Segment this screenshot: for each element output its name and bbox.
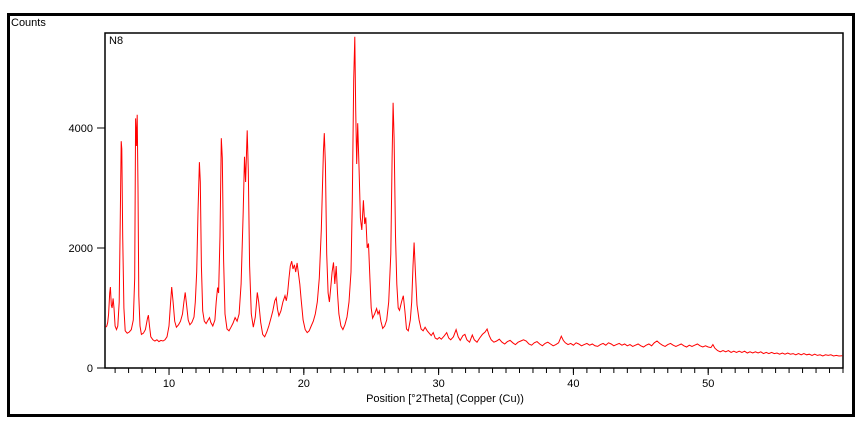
x-axis-title: Position [°2Theta] (Copper (Cu))	[366, 393, 524, 405]
y-tick-label: 0	[87, 363, 93, 375]
x-tick-label: 30	[432, 378, 444, 390]
x-tick-label: 50	[702, 378, 714, 390]
x-tick-label: 10	[163, 378, 175, 390]
scan-name-label: N8	[109, 35, 124, 47]
y-axis-title: Counts	[11, 17, 46, 29]
y-tick-label: 2000	[69, 243, 93, 255]
plot-border	[104, 32, 844, 369]
x-tick-label: 20	[298, 378, 310, 390]
chart-outer-frame	[7, 13, 855, 417]
x-tick-label: 40	[567, 378, 579, 390]
y-tick-label: 4000	[69, 123, 93, 135]
axis-ticks	[97, 127, 844, 375]
axis-tick-labels: 10 20 30 40 50 0 2000 4000	[69, 123, 715, 390]
diffraction-trace	[105, 36, 843, 357]
